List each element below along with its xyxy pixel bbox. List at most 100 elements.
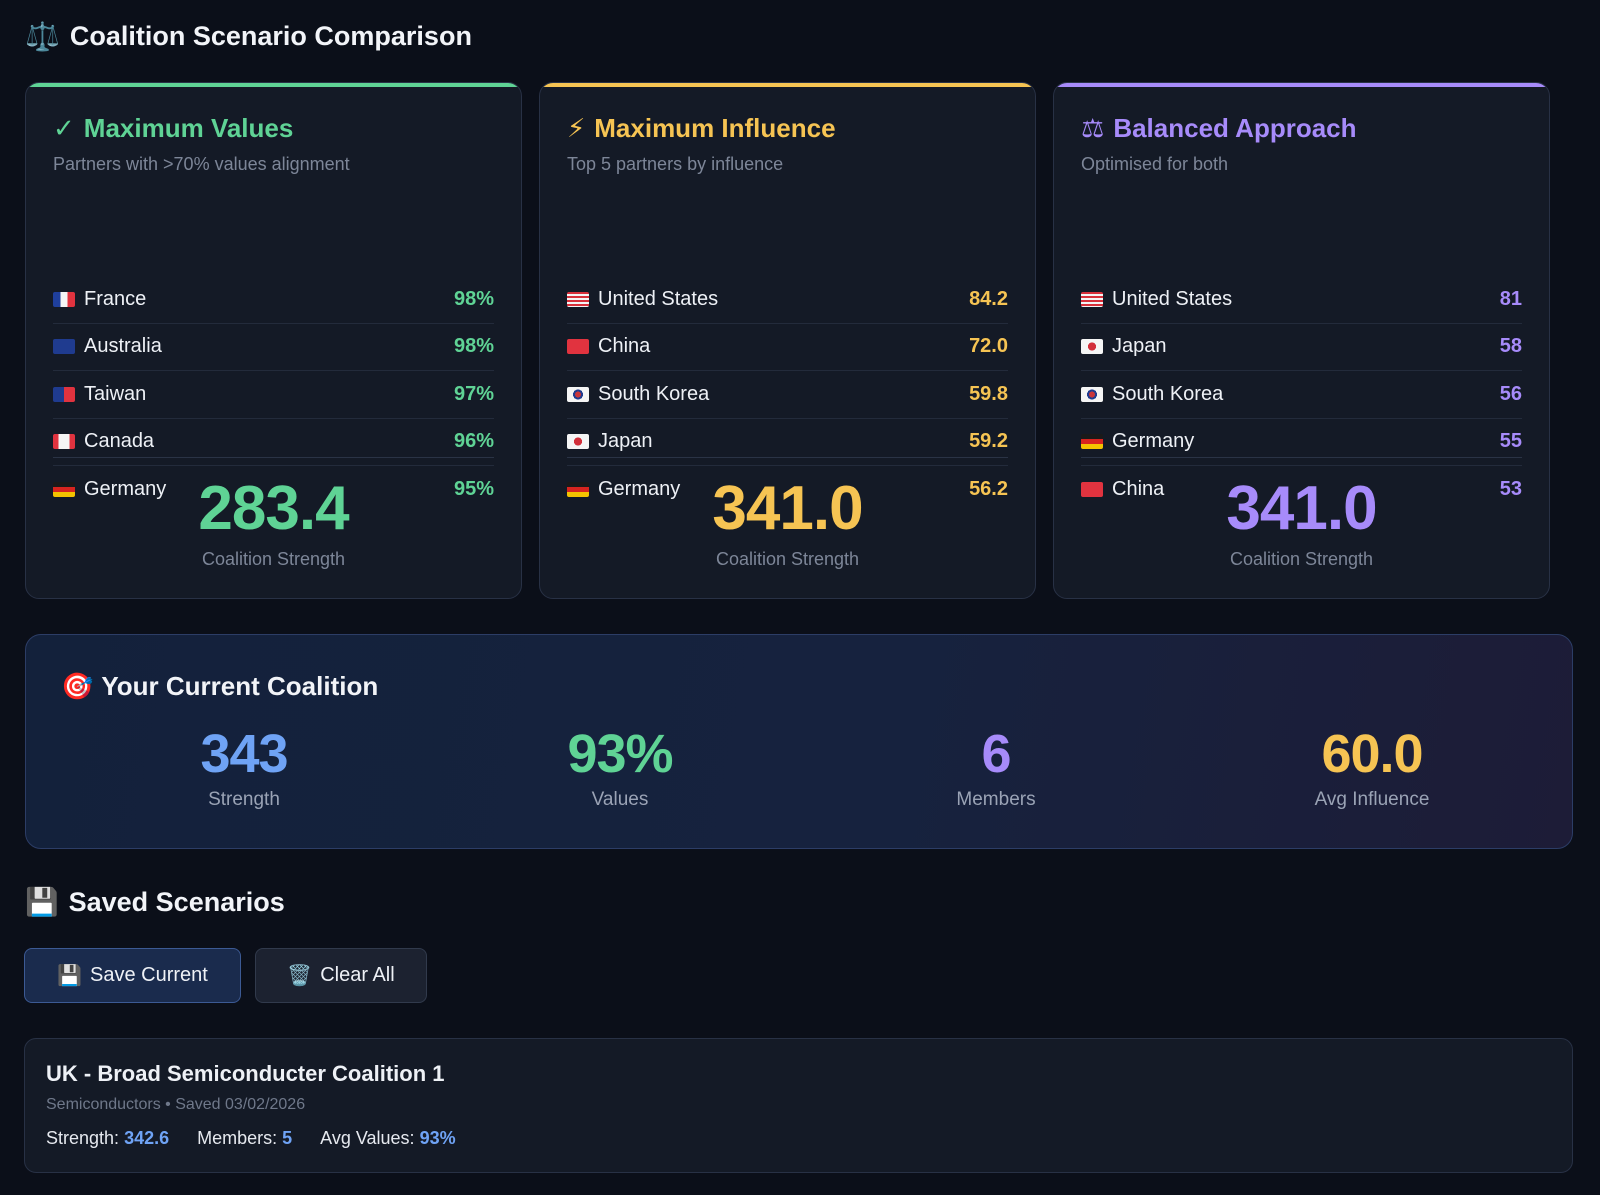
stat-label: Members (956, 789, 1036, 810)
flag-tw-icon (53, 386, 75, 402)
lightning-icon: ⚡ (567, 113, 586, 143)
saved-members-label: Members: (197, 1128, 278, 1148)
scenario-card-max-influence[interactable]: ⚡ Maximum Influence Top 5 partners by in… (539, 82, 1036, 599)
partner-value: 59.8 (969, 382, 1008, 405)
partner-row: Germany 55 (1081, 419, 1522, 466)
trash-icon: 🗑️ (287, 965, 313, 987)
flag-cn-icon (1081, 482, 1103, 498)
scenario-title: Balanced Approach (1113, 113, 1357, 143)
partner-country: Japan (1081, 335, 1167, 358)
flag-us-icon (567, 291, 589, 307)
partner-row: Canada 96% (53, 419, 494, 466)
current-coalition-title-text: Your Current Coalition (101, 671, 379, 701)
saved-avg-values-label: Avg Values: (320, 1128, 415, 1148)
saved-scenario-item[interactable]: UK - Broad Semiconducter Coalition 1 Sem… (24, 1038, 1573, 1173)
current-coalition-title: 🎯 Your Current Coalition (61, 671, 378, 702)
partner-value: 98% (453, 287, 494, 310)
partner-row: China 53 (1081, 466, 1522, 514)
partner-country: Japan (567, 430, 653, 453)
saved-avg-values-value: 93% (419, 1128, 456, 1148)
partner-row: United States 81 (1081, 276, 1522, 324)
partner-row: Australia 98% (53, 324, 494, 371)
stat-label: Strength (208, 789, 280, 810)
partner-value: 56 (1499, 382, 1522, 405)
country-name: Germany (598, 478, 681, 501)
saved-strength-label: Strength: (46, 1128, 120, 1148)
saved-scenario-stats: Strength: 342.6 Members: 5 Avg Values: 9… (46, 1128, 456, 1149)
save-current-label: Save Current (90, 964, 208, 986)
country-name: South Korea (598, 382, 710, 405)
target-icon: 🎯 (61, 671, 94, 701)
partner-row: France 98% (53, 276, 494, 324)
flag-cn-icon (567, 339, 589, 355)
flag-de-icon (567, 482, 589, 498)
partner-country: Germany (1081, 430, 1194, 453)
scenario-subtitle: Optimised for both (1081, 154, 1229, 174)
country-name: Japan (598, 430, 653, 453)
partner-row: Taiwan 97% (53, 371, 494, 419)
partner-country: United States (567, 288, 718, 311)
partner-value: 98% (453, 335, 494, 358)
coalition-strength-label: Coalition Strength (201, 549, 346, 569)
divider (1081, 457, 1522, 458)
stat-value: 6 (981, 724, 1011, 784)
stat-avg-influence: 60.0 Avg Influence (1242, 723, 1502, 811)
country-name: United States (1112, 287, 1233, 310)
coalition-strength-value: 283.4 (198, 474, 349, 543)
partner-country: France (53, 288, 146, 311)
partner-list: United States 81 Japan 58 South Korea 56 Germa… (1081, 276, 1522, 514)
clear-all-button[interactable]: 🗑️ Clear All (255, 948, 427, 1003)
scenario-card-balanced[interactable]: ⚖ Balanced Approach Optimised for both U… (1053, 82, 1550, 599)
partner-row: Germany 95% (53, 466, 494, 514)
divider (567, 457, 1008, 458)
flag-fr-icon (53, 291, 75, 307)
partner-country: Germany (53, 478, 166, 501)
stat-value: 60.0 (1321, 724, 1423, 784)
page-title-text: Coalition Scenario Comparison (69, 21, 472, 51)
saved-scenario-title: UK - Broad Semiconducter Coalition 1 (46, 1061, 445, 1086)
scenario-cards: ✓ Maximum Values Partners with >70% valu… (25, 82, 1573, 599)
check-icon: ✓ (53, 113, 75, 143)
partner-country: South Korea (567, 383, 709, 406)
partner-row: Japan 59.2 (567, 419, 1008, 466)
flag-jp-icon (1081, 339, 1103, 355)
country-name: Canada (84, 430, 155, 453)
saved-scenario-meta: Semiconductors • Saved 03/02/2026 (46, 1096, 306, 1113)
partner-country: China (567, 335, 650, 358)
stat-members: 6 Members (866, 723, 1126, 811)
flag-us-icon (1081, 291, 1103, 307)
floppy-disk-icon: 💾 (25, 887, 59, 917)
partner-value: 55 (1499, 430, 1522, 453)
scenario-subtitle: Partners with >70% values alignment (53, 154, 350, 174)
partner-list: France 98% Australia 98% Taiwan 97% Canada 96% G… (53, 276, 494, 514)
partner-country: South Korea (1081, 383, 1223, 406)
save-current-button[interactable]: 💾 Save Current (24, 948, 241, 1003)
partner-country: China (1081, 478, 1164, 501)
partner-row: South Korea 59.8 (567, 371, 1008, 419)
saved-scenarios-title: 💾 Saved Scenarios (25, 886, 285, 918)
scales-icon: ⚖ (1081, 113, 1105, 143)
saved-members-value: 5 (282, 1128, 293, 1148)
partner-row: Germany 56.2 (567, 466, 1008, 514)
partner-value: 53 (1499, 478, 1522, 501)
partner-country: Germany (567, 478, 680, 501)
flag-au-icon (53, 339, 75, 355)
stat-label: Values (591, 789, 649, 810)
partner-value: 72.0 (969, 335, 1008, 358)
flag-ca-icon (53, 434, 75, 450)
country-name: Germany (84, 478, 167, 501)
partner-value: 95% (453, 478, 494, 501)
current-coalition-panel: 🎯 Your Current Coalition 343 Strength 93… (25, 634, 1573, 849)
partner-value: 59.2 (969, 430, 1008, 453)
country-name: Japan (1112, 335, 1167, 358)
stat-value: 93% (567, 724, 673, 784)
saved-members: Members: 5 (197, 1128, 292, 1149)
saved-avg-values: Avg Values: 93% (320, 1128, 455, 1149)
scales-icon: ⚖️ (25, 21, 60, 52)
scenario-card-max-values[interactable]: ✓ Maximum Values Partners with >70% valu… (25, 82, 522, 599)
partner-value: 56.2 (969, 478, 1008, 501)
country-name: South Korea (1112, 382, 1224, 405)
country-name: Taiwan (84, 382, 147, 405)
scenario-subtitle: Top 5 partners by influence (567, 154, 784, 174)
partner-value: 97% (453, 382, 494, 405)
